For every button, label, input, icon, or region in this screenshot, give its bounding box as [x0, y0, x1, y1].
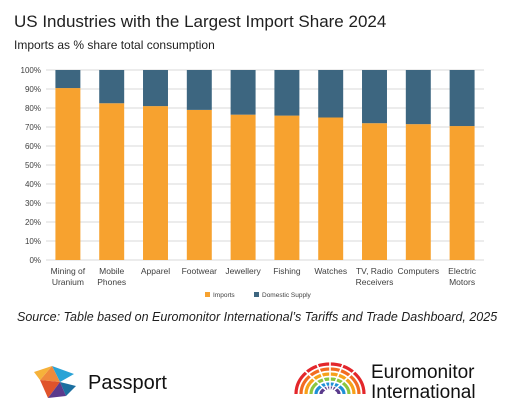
bar-domestic-supply	[274, 70, 300, 116]
x-tick-label: TV, Radio Receivers	[356, 266, 394, 287]
bar-imports	[405, 124, 431, 261]
y-tick-label: 70%	[25, 123, 41, 132]
bar-domestic-supply	[143, 70, 168, 107]
y-tick-label: 50%	[25, 161, 41, 170]
bar-domestic-supply	[230, 70, 256, 115]
y-tick-label: 100%	[21, 66, 41, 75]
x-tick-label: Apparel	[141, 266, 170, 276]
bar-domestic-supply	[362, 70, 387, 124]
x-tick-label: Fishing	[273, 266, 301, 276]
passport-logo-text: Passport	[88, 372, 167, 394]
x-tick-label: Footwear	[182, 266, 218, 276]
bar-domestic-supply	[318, 70, 344, 118]
bar-imports	[449, 126, 475, 260]
y-tick-label: 40%	[25, 180, 41, 189]
bar-domestic-supply	[99, 70, 125, 104]
legend-swatch-domestic-supply	[254, 292, 259, 297]
euromonitor-line1: Euromonitor	[371, 362, 475, 383]
source-note: Source: Table based on Euromonitor Inter…	[17, 310, 498, 324]
bar-imports	[143, 106, 168, 260]
bar-domestic-supply	[405, 70, 431, 125]
bar-domestic-supply	[55, 70, 81, 89]
bar-domestic-supply	[186, 70, 212, 110]
x-tick-label: Mining of Uranium	[51, 266, 86, 287]
euromonitor-line2: International	[371, 382, 476, 403]
y-tick-label: 90%	[25, 85, 41, 94]
legend-swatch-imports	[205, 292, 210, 297]
x-tick-label: Watches	[314, 266, 347, 276]
y-tick-label: 80%	[25, 104, 41, 113]
chart-title: US Industries with the Largest Import Sh…	[14, 12, 387, 31]
stacked-bar-chart: 0% 10% 20% 30% 40% 50% 60% 70% 80% 90% 100% Mining …	[21, 66, 484, 299]
x-tick-label: Mobile Phones	[97, 266, 126, 287]
y-tick-label: 60%	[25, 142, 41, 151]
euromonitor-logo-icon	[294, 360, 366, 395]
bar-imports	[318, 117, 344, 260]
bar-imports	[55, 88, 81, 260]
x-tick-label: Electric Motors	[448, 266, 477, 287]
y-tick-label: 0%	[29, 256, 41, 265]
y-tick-label: 30%	[25, 199, 41, 208]
bar-imports	[99, 103, 125, 260]
chart-subtitle: Imports as % share total consumption	[14, 38, 215, 52]
x-tick-label: Jewellery	[225, 266, 261, 276]
bar-imports	[230, 114, 256, 261]
euromonitor-logo-text: Euromonitor International	[371, 363, 476, 403]
bar-imports	[186, 109, 212, 261]
bar-domestic-supply	[449, 70, 475, 127]
legend-label-imports: Imports	[213, 292, 235, 299]
y-tick-label: 10%	[25, 237, 41, 246]
bar-imports	[362, 123, 387, 260]
passport-logo-icon	[34, 366, 76, 398]
bar-imports	[274, 115, 300, 260]
x-tick-label: Computers	[398, 266, 440, 276]
y-tick-label: 20%	[25, 218, 41, 227]
legend-label-domestic-supply: Domestic Supply	[262, 292, 312, 299]
